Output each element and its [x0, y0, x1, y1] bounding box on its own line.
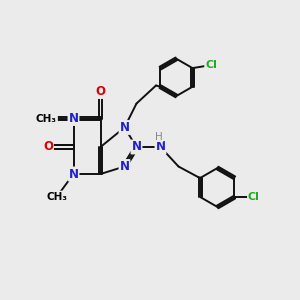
Text: N: N — [68, 167, 79, 181]
Text: O: O — [95, 85, 106, 98]
Text: N: N — [119, 160, 130, 173]
Text: N: N — [155, 140, 166, 154]
Text: N: N — [131, 140, 142, 154]
Text: Cl: Cl — [248, 192, 260, 202]
Text: N: N — [119, 121, 130, 134]
Text: Cl: Cl — [205, 60, 217, 70]
Text: CH₃: CH₃ — [46, 191, 68, 202]
Text: CH₃: CH₃ — [36, 113, 57, 124]
Text: H: H — [155, 131, 163, 142]
Text: O: O — [43, 140, 53, 154]
Text: N: N — [68, 112, 79, 125]
